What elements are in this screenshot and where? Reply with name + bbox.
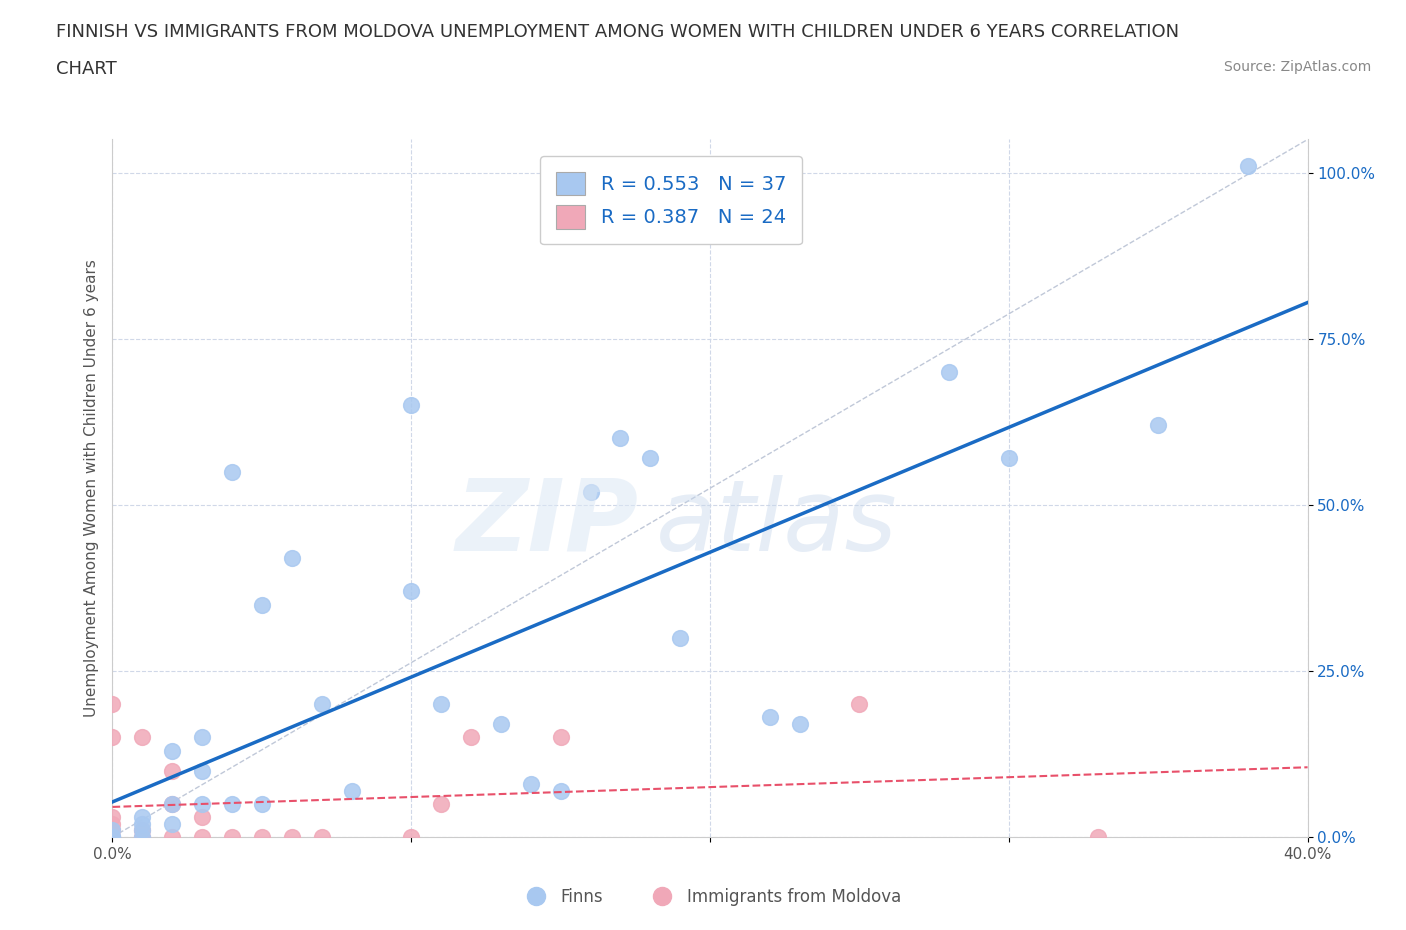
Point <box>250 597 273 612</box>
Point <box>131 823 153 838</box>
Point <box>998 451 1021 466</box>
Point <box>101 830 124 844</box>
Point <box>848 697 870 711</box>
Point <box>221 464 243 479</box>
Point <box>101 830 124 844</box>
Text: ZIP: ZIP <box>456 474 638 572</box>
Point <box>131 830 153 844</box>
Point <box>131 830 153 844</box>
Text: Source: ZipAtlas.com: Source: ZipAtlas.com <box>1223 60 1371 74</box>
Point <box>311 697 333 711</box>
Point <box>101 697 124 711</box>
Point <box>281 551 304 565</box>
Point <box>430 796 453 811</box>
Point <box>191 764 214 778</box>
Point <box>101 823 124 838</box>
Text: atlas: atlas <box>657 474 898 572</box>
Point <box>430 697 453 711</box>
Point <box>101 817 124 831</box>
Point <box>191 830 214 844</box>
Point <box>550 730 572 745</box>
Point <box>1237 159 1260 174</box>
Point <box>250 830 273 844</box>
Point <box>162 817 183 831</box>
Point <box>131 810 153 825</box>
Point <box>669 631 692 645</box>
Point <box>759 710 782 724</box>
Point <box>131 817 153 831</box>
Point <box>638 451 662 466</box>
Point <box>250 796 273 811</box>
Point <box>489 717 512 732</box>
Point <box>162 764 183 778</box>
Point <box>191 730 214 745</box>
Text: FINNISH VS IMMIGRANTS FROM MOLDOVA UNEMPLOYMENT AMONG WOMEN WITH CHILDREN UNDER : FINNISH VS IMMIGRANTS FROM MOLDOVA UNEMP… <box>56 23 1180 41</box>
Point <box>550 783 572 798</box>
Legend: Finns, Immigrants from Moldova: Finns, Immigrants from Moldova <box>512 881 908 912</box>
Point <box>938 365 960 379</box>
Point <box>401 830 423 844</box>
Point <box>131 823 153 838</box>
Point <box>101 730 124 745</box>
Point <box>162 796 183 811</box>
Point <box>101 823 124 838</box>
Point <box>162 796 183 811</box>
Point <box>340 783 363 798</box>
Text: CHART: CHART <box>56 60 117 78</box>
Point <box>401 584 423 599</box>
Point <box>131 730 153 745</box>
Point <box>281 830 304 844</box>
Point <box>191 796 214 811</box>
Y-axis label: Unemployment Among Women with Children Under 6 years: Unemployment Among Women with Children U… <box>83 259 98 717</box>
Point <box>579 485 602 499</box>
Point <box>311 830 333 844</box>
Point <box>221 796 243 811</box>
Point <box>101 830 124 844</box>
Point <box>162 830 183 844</box>
Point <box>101 830 124 844</box>
Point <box>789 717 811 732</box>
Point <box>162 743 183 758</box>
Point <box>609 431 631 445</box>
Point <box>1087 830 1109 844</box>
Point <box>460 730 482 745</box>
Point <box>1147 418 1170 432</box>
Point <box>101 810 124 825</box>
Point <box>221 830 243 844</box>
Point <box>191 810 214 825</box>
Point <box>520 777 543 791</box>
Point <box>401 398 423 413</box>
